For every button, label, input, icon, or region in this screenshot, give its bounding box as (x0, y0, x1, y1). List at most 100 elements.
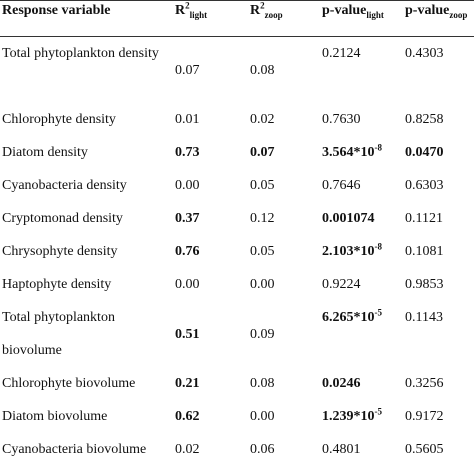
cell-text: 0.12 (250, 210, 275, 226)
cell-text: Response variable (2, 3, 111, 18)
value-cell: 2.103*10-8 (320, 235, 403, 268)
cell-text: 0.02 (250, 111, 275, 127)
row-label: Diatom biovolume (0, 400, 173, 433)
value-cell: 0.2124 (320, 37, 403, 104)
cell-text: 0.37 (175, 210, 200, 226)
value-cell: 0.09 (248, 301, 320, 367)
cell-text: Chlorophyte density (2, 111, 116, 127)
cell-text: 3.564*10 (322, 144, 375, 160)
cell-text: 0.9172 (405, 408, 444, 424)
value-cell: 0.7646 (320, 169, 403, 202)
cell-text: 0.3256 (405, 375, 444, 391)
table-row: Diatom biovolume 0.62 0.00 1.239*10-5 0.9172 (0, 400, 474, 433)
value-cell: 0.9172 (403, 400, 474, 433)
cell-text: 2.103*10 (322, 243, 375, 259)
table-row: Total phytoplankton biovolume 0.51 0.09 6.2… (0, 301, 474, 367)
superscript: -8 (374, 141, 383, 152)
row-label: Haptophyte density (0, 268, 173, 301)
value-cell: 3.564*10-8 (320, 136, 403, 169)
value-cell: 0.0246 (320, 367, 403, 400)
cell-text: 1.239*10 (322, 408, 375, 424)
cell-text: 0.1121 (405, 210, 443, 226)
subscript: light (366, 9, 384, 20)
table-row: Cyanobacteria biovolume 0.02 0.06 0.4801 0.5… (0, 433, 474, 466)
cell-text: 0.07 (250, 144, 275, 160)
header-cell: p-valuezoop (403, 0, 474, 37)
cell-text: 0.7646 (322, 177, 361, 193)
cell-text: 0.4801 (322, 441, 361, 457)
value-cell: 0.00 (248, 268, 320, 301)
header-row: Response variable R2light R2zoop p-valuelig… (0, 0, 474, 37)
value-cell: 0.9224 (320, 268, 403, 301)
table-row: Cryptomonad density 0.37 0.12 0.001074 0.112… (0, 202, 474, 235)
value-cell: 0.08 (248, 37, 320, 104)
cell-text: 0.0246 (322, 375, 361, 391)
cell-text: 0.2124 (322, 46, 361, 61)
cell-text: 0.00 (175, 276, 200, 292)
header-cell: p-valuelight (320, 0, 403, 37)
value-cell: 0.7630 (320, 103, 403, 136)
row-label: Cyanobacteria density (0, 169, 173, 202)
table-row: Chlorophyte density 0.01 0.02 0.7630 0.8258 (0, 103, 474, 136)
value-cell: 0.02 (248, 103, 320, 136)
header-cell: R2light (173, 0, 248, 37)
row-label: Cyanobacteria biovolume (0, 433, 173, 466)
value-cell: 0.51 (173, 301, 248, 367)
cell-text: 0.5605 (405, 441, 444, 457)
value-cell: 0.21 (173, 367, 248, 400)
value-cell: 0.12 (248, 202, 320, 235)
row-label: Chrysophyte density (0, 235, 173, 268)
value-cell: 0.07 (248, 136, 320, 169)
table-row: Diatom density 0.73 0.07 3.564*10-8 0.0470 (0, 136, 474, 169)
cell-text: Cyanobacteria density (2, 177, 127, 193)
value-cell: 0.8258 (403, 103, 474, 136)
cell-text: 0.9224 (322, 276, 361, 292)
cell-text: 0.07 (175, 62, 200, 78)
value-cell: 1.239*10-5 (320, 400, 403, 433)
cell-text: Haptophyte density (2, 276, 112, 292)
value-cell: 0.62 (173, 400, 248, 433)
cell-text: 0.51 (175, 326, 200, 342)
table-row: Total phytoplankton density 0.07 0.08 0.212… (0, 37, 474, 104)
cell-text: Chrysophyte density (2, 243, 118, 259)
cell-text: p-value (322, 3, 367, 18)
value-cell: 0.37 (173, 202, 248, 235)
cell-text: 0.00 (175, 177, 200, 193)
row-label: Chlorophyte biovolume (0, 367, 173, 400)
value-cell: 0.00 (173, 169, 248, 202)
value-cell: 0.07 (173, 37, 248, 104)
cell-text: 0.1081 (405, 243, 444, 259)
cell-text: 0.00 (250, 408, 275, 424)
cell-text: 6.265*10 (322, 310, 375, 325)
cell-text: 0.21 (175, 375, 200, 391)
value-cell: 0.01 (173, 103, 248, 136)
superscript: -8 (374, 240, 383, 251)
cell-text: 0.76 (175, 243, 200, 259)
row-label: Total phytoplankton biovolume (0, 301, 173, 367)
value-cell: 0.08 (248, 367, 320, 400)
cell-text: 0.00 (250, 276, 275, 292)
cell-text: 0.9853 (405, 276, 444, 292)
cell-text: 0.09 (250, 326, 275, 342)
value-cell: 0.05 (248, 169, 320, 202)
cell-text: 0.0470 (405, 144, 444, 160)
cell-text: Total phytoplankton density (2, 46, 159, 61)
value-cell: 0.0470 (403, 136, 474, 169)
cell-text: 0.8258 (405, 111, 444, 127)
cell-text: 0.6303 (405, 177, 444, 193)
table-row: Cyanobacteria density 0.00 0.05 0.7646 0.630… (0, 169, 474, 202)
cell-text: 0.05 (250, 177, 275, 193)
value-cell: 0.4303 (403, 37, 474, 104)
table-header: Response variable R2light R2zoop p-valuelig… (0, 0, 474, 37)
value-cell: 0.1143 (403, 301, 474, 367)
cell-text: 0.08 (250, 62, 275, 78)
value-cell: 0.6303 (403, 169, 474, 202)
value-cell: 0.1121 (403, 202, 474, 235)
value-cell: 0.06 (248, 433, 320, 466)
cell-text: 0.4303 (405, 46, 444, 61)
table-row: Chlorophyte biovolume 0.21 0.08 0.0246 0.325… (0, 367, 474, 400)
cell-text: 0.08 (250, 375, 275, 391)
superscript: -5 (374, 405, 383, 416)
